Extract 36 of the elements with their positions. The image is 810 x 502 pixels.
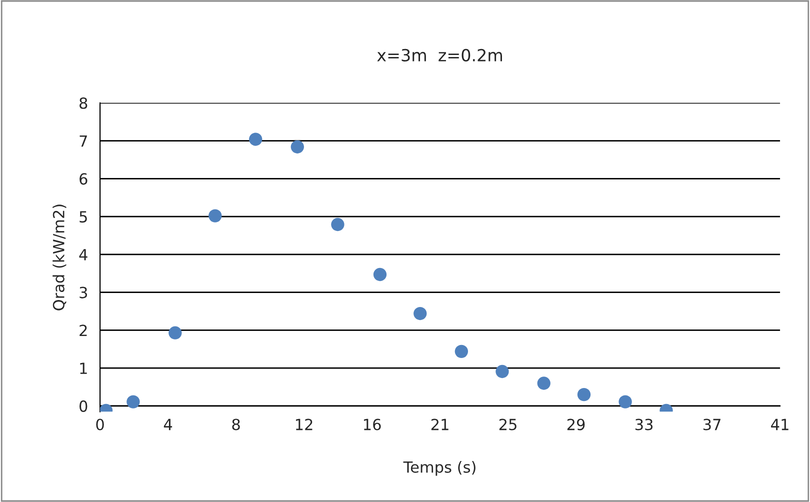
y-axis-title: Qrad (kW/m2) — [52, 204, 66, 310]
y-tick-label: 2 — [80, 324, 87, 336]
y-tick-label: 5 — [80, 211, 87, 223]
point — [454, 344, 468, 358]
point — [126, 395, 140, 408]
x-tick-label: 37 — [703, 418, 720, 430]
y-tick-label: 1 — [80, 362, 87, 374]
x-tick-label: 21 — [431, 418, 448, 430]
point — [618, 395, 632, 408]
y-tick-label: 4 — [79, 249, 88, 260]
point — [168, 326, 182, 340]
point — [577, 388, 591, 402]
x-tick-label: 41 — [771, 418, 788, 430]
x-tick-label: 33 — [635, 418, 653, 430]
point — [414, 306, 427, 320]
x-tick-label: 0 — [96, 418, 104, 430]
y-tick-label: 6 — [80, 173, 88, 185]
point — [537, 376, 550, 390]
point — [290, 140, 304, 154]
x-tick-label: 16 — [364, 418, 381, 430]
point — [331, 218, 344, 232]
y-tick-label: 8 — [80, 97, 88, 109]
point — [208, 209, 222, 222]
y-tick-label: 3 — [80, 286, 88, 298]
y-tick-label: 7 — [80, 135, 87, 147]
point — [496, 364, 509, 378]
y-tick-label: 0 — [80, 400, 88, 412]
point — [249, 132, 262, 146]
x-tick-label: 8 — [232, 418, 240, 430]
point — [373, 268, 387, 282]
x-tick-label: 4 — [164, 418, 172, 430]
x-axis-title: Temps (s) — [403, 461, 476, 476]
x-tick-label: 25 — [499, 418, 516, 430]
x-tick-label: 12 — [296, 418, 312, 430]
x-tick-label: 29 — [567, 418, 585, 430]
chart-title: x=3m z=0.2m — [377, 48, 502, 62]
